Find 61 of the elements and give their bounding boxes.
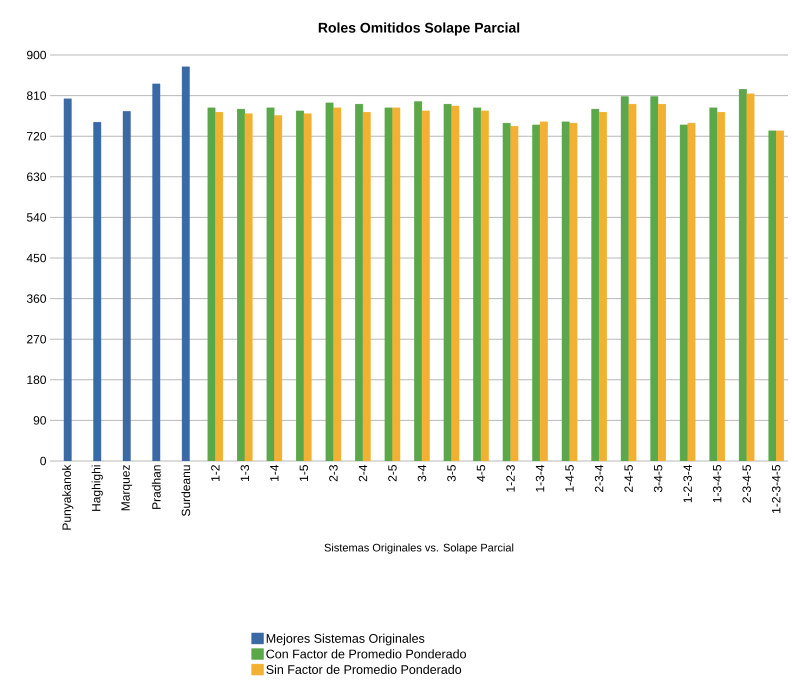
x-axis-title: Sistemas Originales vs. Solape Parcial (324, 543, 514, 554)
x-tick-label: 1-4-5 (565, 465, 574, 492)
legend-label: Mejores Sistemas Originales (266, 634, 424, 646)
x-tick-label: 2-5 (388, 465, 397, 482)
x-tick-label: 1-2 (211, 465, 220, 481)
x-tick-label: Marquez (121, 465, 132, 510)
y-tick-label: 810 (26, 91, 46, 100)
y-tick-label: 360 (26, 294, 46, 303)
bar (414, 101, 422, 461)
x-tick-label: 1-2-3 (506, 465, 515, 492)
bar (502, 122, 511, 461)
bar (384, 108, 393, 461)
x-tick-label: 4-5 (476, 465, 486, 482)
bar (266, 108, 274, 461)
bar (444, 104, 452, 461)
legend-label: Con Factor de Promedio Ponderado (266, 649, 466, 658)
x-tick-label: 2-3-4 (594, 464, 604, 492)
x-tick-label: 1-2-3-4 (683, 464, 692, 502)
y-tick-label: 540 (26, 213, 46, 222)
x-tick-label: 2-4 (358, 464, 368, 482)
x-tick-label: 1-5 (300, 465, 308, 481)
bar (562, 122, 570, 461)
bar (768, 130, 776, 461)
x-tick-label: Pradhan (152, 465, 161, 509)
x-tick-label: 1-3-4-5 (712, 465, 722, 502)
chart-title: Roles Omitidos Solape Parcial (318, 22, 520, 36)
y-tick-label: 450 (26, 254, 46, 262)
x-tick-label: 3-5 (447, 465, 456, 482)
y-tick-label: 630 (27, 172, 46, 182)
bar (237, 108, 245, 461)
bar (680, 124, 688, 461)
bar (620, 96, 629, 461)
bar (650, 96, 658, 461)
bar (355, 104, 364, 461)
bar (473, 108, 482, 461)
x-tick-label: Haghighi (92, 465, 103, 511)
y-tick-label: 180 (27, 376, 46, 384)
bar (738, 89, 747, 461)
x-tick-label: 1-4 (270, 464, 278, 481)
x-tick-label: Surdeanu (181, 465, 190, 516)
x-tick-label: 1-2-3-4-5 (772, 465, 780, 513)
x-tick-label: Punyakanok (62, 464, 74, 530)
x-tick-label: 3-4-5 (654, 465, 662, 492)
bar (591, 108, 600, 461)
x-tick-label: 3-4 (418, 464, 426, 482)
bar (296, 110, 304, 461)
y-tick-label: 0 (40, 456, 46, 466)
legend-label: Sin Factor de Promedio Ponderado (266, 664, 462, 674)
bar (208, 108, 216, 461)
x-tick-label: 2-4-5 (624, 465, 633, 492)
x-tick-label: 2-3 (329, 465, 338, 482)
x-tick-label: 1-3 (240, 465, 250, 481)
x-tick-label: 1-3-4 (536, 464, 544, 492)
y-tick-label: 720 (27, 132, 46, 140)
y-tick-label: 900 (27, 50, 46, 60)
y-tick-label: 90 (34, 416, 46, 425)
bar (709, 108, 718, 461)
x-tick-label: 2-3-4-5 (742, 465, 751, 503)
bar (326, 102, 334, 461)
bar (532, 124, 540, 461)
y-tick-label: 270 (27, 334, 46, 344)
